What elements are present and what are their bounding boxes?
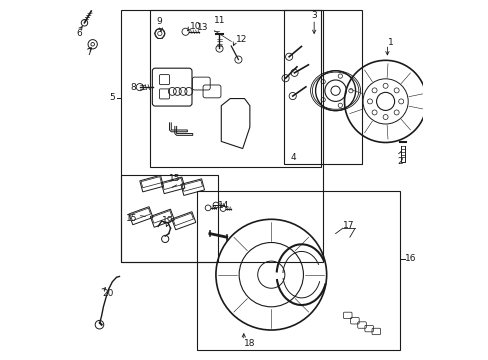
Text: 7: 7 [86,48,92,57]
Text: 9: 9 [156,17,162,26]
Text: 3: 3 [311,11,316,20]
Text: 4: 4 [290,153,296,162]
Text: 8: 8 [130,83,136,92]
Text: 14: 14 [218,201,229,210]
Text: 1: 1 [387,38,393,47]
Text: 13: 13 [196,23,207,32]
Text: 5: 5 [109,93,115,102]
Text: 15: 15 [169,174,180,183]
Text: 15: 15 [125,214,137,223]
Bar [197,191,399,350]
Bar [283,10,362,164]
Text: 11: 11 [213,15,225,24]
Text: 12: 12 [235,36,246,45]
Bar [149,10,321,167]
Text: 2: 2 [397,157,403,166]
Text: 10: 10 [189,22,201,31]
Text: 20: 20 [102,289,114,298]
Text: 16: 16 [405,254,416,263]
Bar [121,175,217,262]
Text: 6: 6 [76,29,82,38]
Text: 19: 19 [162,216,173,225]
Text: 18: 18 [244,339,255,348]
Bar [121,10,323,262]
Text: 17: 17 [343,221,354,230]
